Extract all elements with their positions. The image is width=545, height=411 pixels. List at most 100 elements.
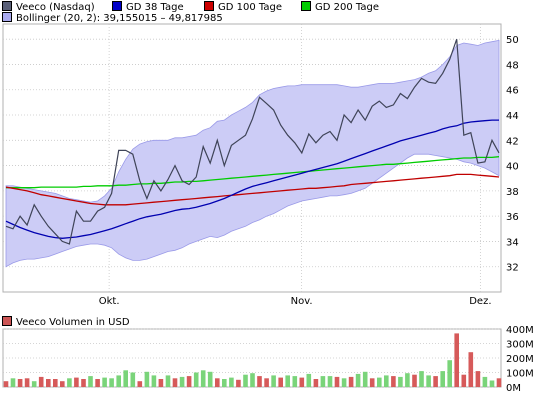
volume-bar [285, 375, 290, 387]
legend-label-gd200: GD 200 Tage [315, 2, 379, 13]
price-y-tick-label: 34 [506, 237, 519, 248]
volume-bar [95, 379, 100, 387]
volume-bar [123, 370, 128, 387]
volume-bar [38, 376, 44, 387]
volume-bar [10, 378, 16, 387]
volume-bar [461, 374, 467, 387]
volume-bar [67, 378, 72, 387]
gd38-line [5, 119, 499, 239]
legend-label-bollinger: Bollinger (20, 2): 39,155015 – 49,817985 [16, 13, 223, 24]
volume-y-tick-label: 400M [506, 325, 534, 336]
volume-bar [200, 370, 206, 387]
volume-bar [468, 352, 474, 387]
volume-bars [3, 333, 502, 388]
volume-bar [144, 371, 150, 387]
volume-bar [482, 376, 488, 387]
volume-bar [271, 375, 276, 387]
volume-bar [186, 376, 192, 387]
volume-bar [475, 371, 481, 387]
volume-bar [243, 374, 248, 387]
volume-bar [222, 379, 227, 387]
gd100-line [5, 173, 500, 206]
price-y-tick-label: 36 [506, 212, 519, 223]
volume-bar [31, 381, 37, 387]
volume-y-tick-label: 300M [506, 340, 534, 351]
volume-bar [369, 378, 375, 387]
volume-bar [229, 377, 234, 387]
volume-bar [88, 376, 93, 387]
volume-bar [334, 376, 340, 387]
price-y-tick-label: 42 [506, 136, 519, 147]
volume-bar [116, 375, 121, 387]
volume-legend-label: Veeco Volumen in USD [16, 317, 130, 328]
price-y-tick-label: 40 [506, 162, 519, 173]
volume-bar [377, 377, 382, 387]
volume-legend: Veeco Volumen in USD [2, 316, 130, 328]
volume-y-tick-label: 200M [506, 354, 534, 365]
volume-y-tick-label: 0M [506, 383, 521, 394]
volume-y-axis: 400M 300M 200M 100M 0M [506, 325, 534, 394]
x-axis: Okt. Nov. Dez. [99, 296, 492, 307]
bollinger-band [5, 39, 500, 268]
volume-bar [447, 360, 452, 387]
price-y-tick-label: 38 [506, 187, 519, 198]
volume-bar [264, 378, 269, 387]
price-y-tick-label: 50 [506, 35, 519, 46]
volume-bar [236, 379, 241, 388]
volume-bar [278, 377, 283, 387]
volume-bar [292, 376, 298, 387]
volume-bar [24, 378, 30, 387]
volume-bar [137, 381, 143, 387]
volume-bar [207, 371, 213, 387]
price-y-tick-label: 46 [506, 86, 519, 97]
legend-swatch-gd100 [204, 1, 214, 11]
volume-bar [355, 373, 361, 387]
volume-bar [215, 378, 220, 387]
volume-bar [172, 378, 178, 387]
volume-bar [412, 374, 417, 387]
legend-item-gd200: GD 200 Tage [301, 1, 379, 13]
gd200-line [6, 156, 500, 189]
volume-bar [60, 381, 65, 387]
volume-bar [165, 375, 171, 387]
price-y-tick-label: 32 [506, 263, 519, 274]
volume-bar [109, 378, 114, 387]
volume-bar [193, 372, 199, 387]
volume-bar [158, 379, 164, 387]
volume-bar [81, 379, 86, 387]
price-y-axis: 32 34 36 38 40 42 44 46 48 50 [506, 35, 519, 274]
price-y-tick-label: 48 [506, 60, 519, 71]
volume-bar [433, 376, 438, 387]
volume-bar [320, 376, 326, 387]
volume-legend-swatch [2, 316, 12, 326]
legend-item-gd38: GD 38 Tage [112, 1, 184, 13]
legend-label-price: Veeco (Nasdaq) [16, 2, 95, 13]
volume-bar [489, 380, 495, 387]
x-tick-label: Nov. [291, 296, 313, 307]
x-tick-label: Dez. [469, 296, 491, 307]
volume-bar [348, 376, 354, 387]
legend-swatch-price [2, 1, 12, 11]
volume-bar [250, 373, 255, 387]
legend-swatch-bollinger [2, 12, 12, 22]
volume-bar [426, 375, 431, 387]
volume-bar [362, 371, 368, 387]
volume-bar [299, 377, 305, 387]
legend-swatch-gd38 [112, 1, 122, 11]
volume-bar [130, 372, 136, 387]
volume-bar [306, 373, 312, 387]
volume-y-tick-label: 100M [506, 369, 534, 380]
volume-bar [17, 379, 23, 387]
volume-bar [496, 378, 502, 387]
volume-bar [53, 379, 58, 387]
legend-item-price: Veeco (Nasdaq) [2, 1, 95, 13]
volume-bar [440, 371, 445, 387]
volume-bar [419, 371, 424, 387]
volume-bar [102, 377, 107, 387]
volume-bar [313, 379, 319, 387]
volume-bar [398, 376, 403, 387]
price-y-tick-label: 44 [506, 111, 519, 122]
volume-bar [257, 376, 262, 387]
volume-bar [151, 375, 157, 387]
